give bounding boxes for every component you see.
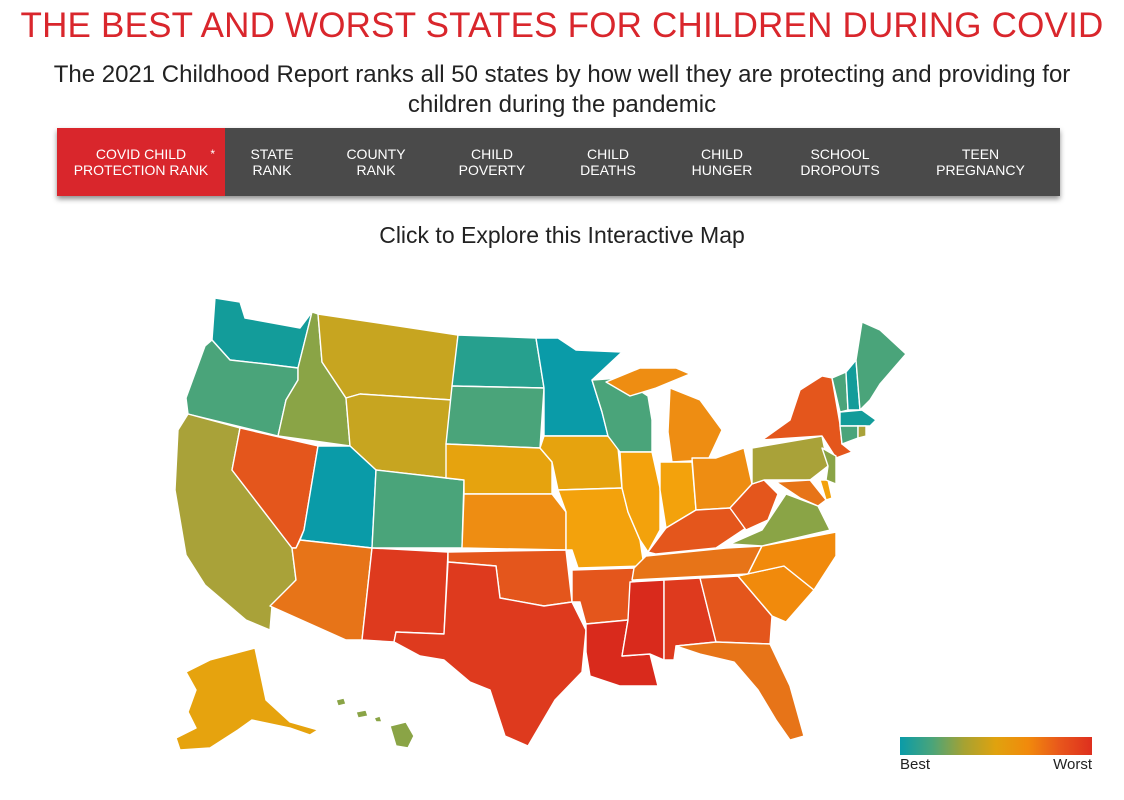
state-maryland[interactable] (775, 479, 827, 507)
page-title: THE BEST AND WORST STATES FOR CHILDREN D… (20, 6, 1104, 45)
tab-label: CHILD HUNGER (691, 146, 753, 178)
tab-state-rank[interactable]: STATE RANK (225, 128, 319, 196)
page-subtitle: The 2021 Childhood Report ranks all 50 s… (53, 61, 1071, 118)
metric-tab-bar: COVID CHILD PROTECTION RANK * STATE RANK C… (57, 128, 1060, 196)
tab-child-hunger[interactable]: CHILD HUNGER (665, 128, 779, 196)
tab-label: TEEN PREGNANCY (936, 146, 1025, 178)
state-kansas[interactable] (461, 493, 567, 551)
state-hawaii[interactable] (335, 697, 415, 749)
color-legend: Best Worst (900, 737, 1092, 773)
tab-covid-child-protection-rank[interactable]: COVID CHILD PROTECTION RANK * (57, 128, 225, 196)
tab-label: CHILD DEATHS (580, 146, 636, 178)
legend-best-label: Best (900, 756, 931, 773)
state-south-dakota[interactable] (445, 385, 545, 449)
state-michigan[interactable] (667, 387, 723, 463)
tab-school-dropouts[interactable]: SCHOOL DROPOUTS (779, 128, 901, 196)
legend-worst-label: Worst (1053, 756, 1092, 773)
active-tab-marker: * (210, 147, 215, 161)
state-montana[interactable] (317, 313, 459, 401)
tab-label: SCHOOL DROPOUTS (800, 146, 880, 178)
tab-label: COUNTY RANK (346, 146, 406, 178)
state-rhode-island[interactable] (857, 425, 867, 439)
state-connecticut[interactable] (839, 425, 859, 445)
tab-county-rank[interactable]: COUNTY RANK (319, 128, 433, 196)
map-prompt: Click to Explore this Interactive Map (379, 222, 745, 248)
state-north-dakota[interactable] (451, 334, 545, 389)
tab-teen-pregnancy[interactable]: TEEN PREGNANCY (901, 128, 1060, 196)
state-georgia[interactable] (699, 575, 773, 645)
state-florida[interactable] (675, 641, 805, 741)
tab-child-poverty[interactable]: CHILD POVERTY (433, 128, 551, 196)
tab-label: CHILD POVERTY (458, 146, 526, 178)
state-pennsylvania[interactable] (751, 435, 829, 485)
state-new-jersey[interactable] (821, 447, 837, 485)
state-maine[interactable] (855, 321, 907, 411)
state-alaska[interactable] (175, 647, 319, 751)
state-michigan-upper[interactable] (605, 367, 691, 397)
tab-label: COVID CHILD PROTECTION RANK (73, 146, 209, 178)
state-texas[interactable] (393, 561, 587, 747)
legend-gradient-bar (900, 737, 1092, 755)
state-colorado[interactable] (371, 469, 465, 549)
tab-child-deaths[interactable]: CHILD DEATHS (551, 128, 665, 196)
state-arkansas[interactable] (571, 567, 635, 625)
state-massachusetts[interactable] (839, 409, 877, 427)
tab-label: STATE RANK (250, 146, 294, 178)
state-new-mexico[interactable] (361, 547, 449, 643)
